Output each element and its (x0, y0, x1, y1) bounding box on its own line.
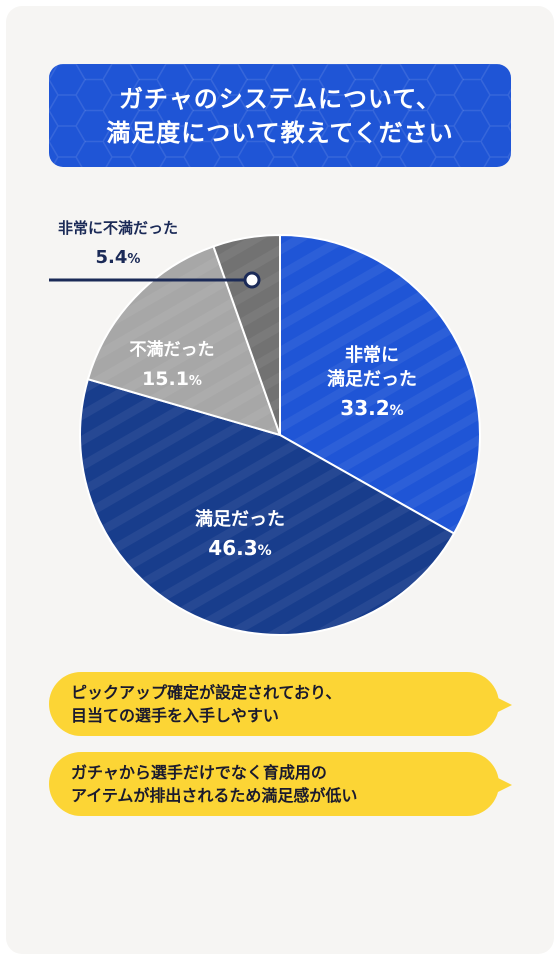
comment-2-line-1: ガチャから選手だけでなく育成用の (71, 763, 327, 782)
slice-label-1: 非常に満足だった (327, 344, 417, 390)
pie-slice-texture-4 (213, 235, 280, 435)
comment-bubble-1: ピックアップ確定が設定されており、 目当ての選手を入手しやすい (49, 672, 512, 736)
slice-value-1: 33.2% (340, 396, 403, 420)
title-line-1: ガチャのシステムについて、 (118, 84, 442, 113)
slice-label-4: 非常に不満だった (58, 219, 178, 237)
chart-title: ガチャのシステムについて、 満足度について教えてください (49, 64, 511, 167)
comment-2-line-2: アイテムが排出されるため満足感が低い (71, 786, 358, 805)
pie-slice-texture-3 (87, 246, 281, 435)
title-banner: ガチャのシステムについて、 満足度について教えてください (49, 64, 511, 167)
slice-value-2: 46.3% (208, 536, 271, 560)
pie-chart: 非常に満足だった 33.2% 満足だった 46.3% 不満だった 15.1% 非常に不満だっ… (49, 219, 481, 636)
comment-bubble-2: ガチャから選手だけでなく育成用の アイテムが排出されるため満足感が低い (49, 752, 512, 816)
slice-value-3: 15.1% (142, 368, 202, 390)
comment-1-line-2: 目当ての選手を入手しやすい (71, 706, 279, 725)
hexagon-pattern (49, 64, 511, 167)
title-line-2: 満足度について教えてください (106, 118, 454, 147)
slice-value-4: 5.4% (96, 247, 141, 268)
comment-1-line-1: ピックアップ確定が設定されており、 (71, 683, 342, 702)
pie-slice-texture-1 (280, 235, 480, 534)
slice-label-2: 満足だった (195, 508, 285, 530)
callout-dot (243, 271, 261, 289)
pie-slice-texture-2 (80, 379, 455, 635)
slice-label-3: 不満だった (130, 339, 215, 360)
